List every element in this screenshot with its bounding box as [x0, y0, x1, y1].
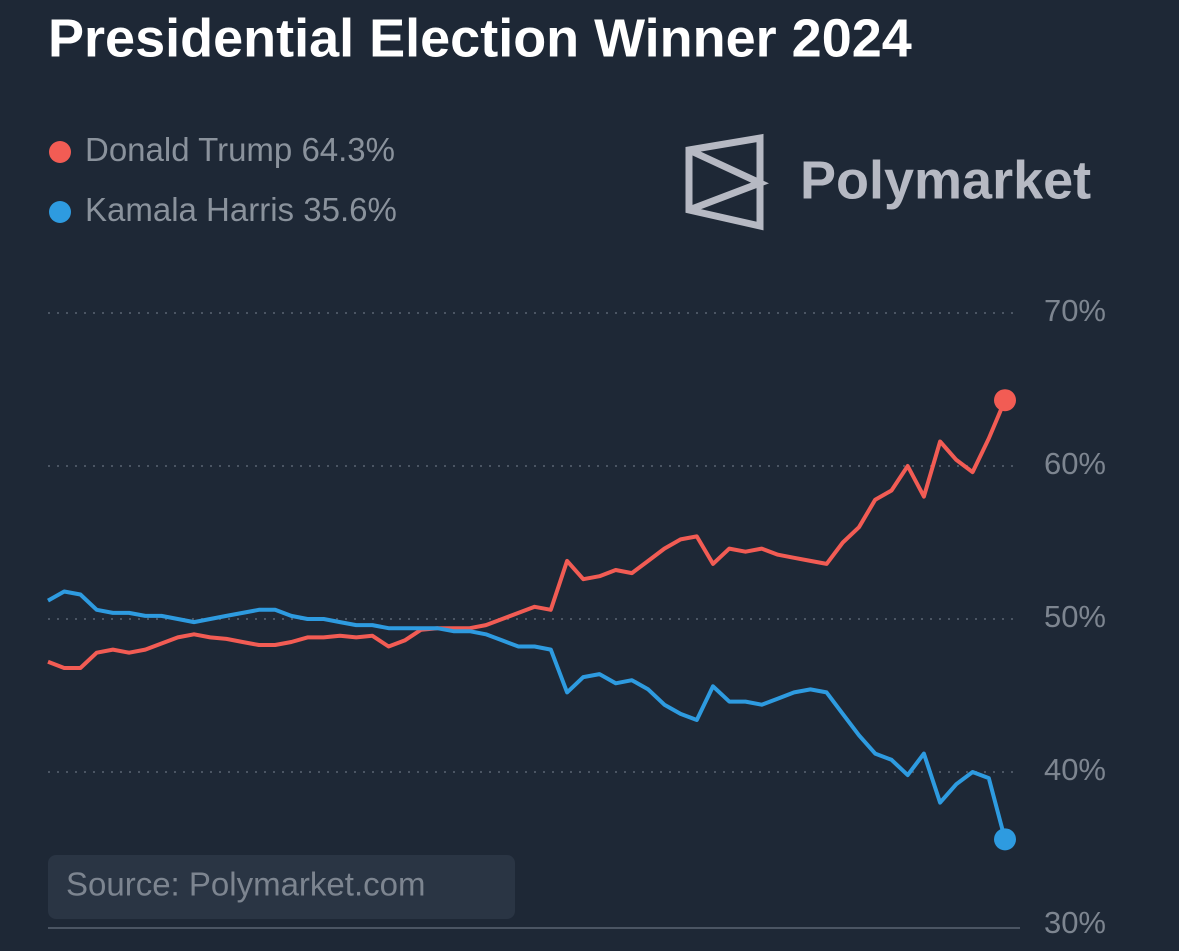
series-line	[47, 399, 1007, 670]
legend-value: 35.6%	[303, 191, 397, 228]
y-tick-label: 40%	[1044, 752, 1106, 787]
legend-entry: Donald Trump 64.3%	[85, 131, 395, 168]
logo-icon	[685, 133, 769, 231]
source: Source: Polymarket.com	[66, 866, 425, 903]
logo	[685, 133, 769, 231]
legend-marker	[49, 141, 71, 163]
end-marker	[994, 828, 1016, 851]
legend-marker	[49, 201, 71, 223]
y-tick-label: 30%	[1044, 905, 1106, 940]
series-line	[47, 589, 1007, 840]
legend-name: Donald Trump	[85, 131, 292, 168]
y-tick-label: 60%	[1044, 446, 1106, 481]
end-marker	[994, 389, 1016, 412]
legend-entry: Kamala Harris 35.6%	[85, 191, 397, 228]
chart-title: Presidential Election Winner 2024	[48, 8, 912, 68]
legend-name: Kamala Harris	[85, 191, 294, 228]
logo-text: Polymarket	[800, 150, 1091, 210]
legend-value: 64.3%	[301, 131, 395, 168]
source-box	[48, 855, 515, 919]
y-tick-label: 50%	[1044, 599, 1106, 634]
y-tick-label: 70%	[1044, 293, 1106, 328]
